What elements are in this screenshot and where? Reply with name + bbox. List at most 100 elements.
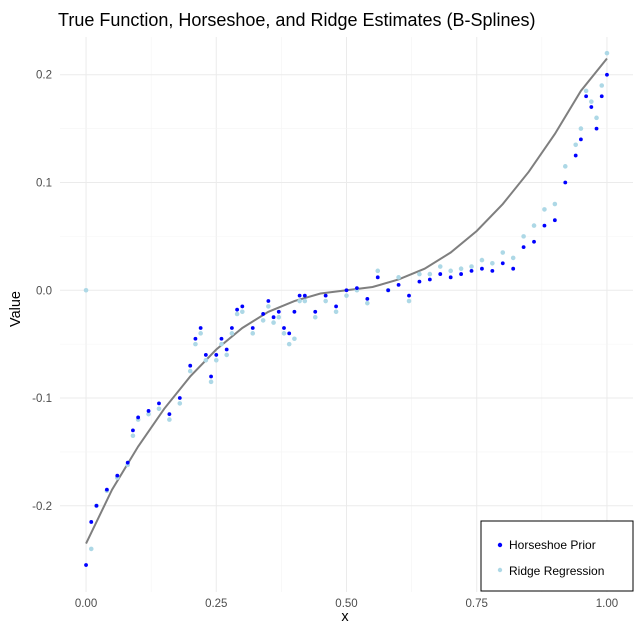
horseshoe-point bbox=[94, 503, 99, 508]
ridge-point bbox=[130, 433, 136, 439]
ridge-point bbox=[266, 304, 271, 309]
x-tick-label: 1.00 bbox=[596, 598, 618, 610]
ridge-point bbox=[224, 352, 229, 358]
ridge-point bbox=[521, 234, 526, 239]
horseshoe-point bbox=[589, 105, 594, 109]
horseshoe-point bbox=[235, 307, 240, 312]
y-tick-labels: -0.2 -0.1 0.0 0.1 0.2 bbox=[32, 70, 52, 513]
horseshoe-point bbox=[313, 309, 318, 314]
ridge-point bbox=[552, 201, 558, 207]
horseshoe-point bbox=[532, 239, 536, 244]
ridge-point bbox=[193, 341, 198, 347]
ridge-point bbox=[240, 309, 245, 315]
ridge-point bbox=[302, 298, 308, 304]
horseshoe-point bbox=[292, 309, 297, 314]
ridge-point bbox=[146, 411, 151, 417]
horseshoe-point bbox=[480, 266, 484, 271]
y-tick-label: -0.2 bbox=[32, 501, 52, 513]
horseshoe-point bbox=[448, 275, 453, 280]
ridge-point bbox=[198, 331, 203, 336]
x-axis-title: x bbox=[341, 609, 349, 625]
horseshoe-point bbox=[469, 268, 474, 273]
horseshoe-point bbox=[177, 396, 182, 400]
horseshoe-point bbox=[323, 293, 328, 298]
ridge-point bbox=[250, 331, 256, 336]
ridge-point bbox=[297, 298, 302, 304]
horseshoe-point bbox=[334, 304, 338, 309]
horseshoe-point bbox=[563, 180, 568, 185]
horseshoe-point bbox=[365, 296, 370, 301]
horseshoe-point bbox=[521, 245, 526, 250]
horseshoe-point bbox=[214, 353, 219, 357]
horseshoe-point bbox=[282, 326, 286, 330]
ridge-point bbox=[167, 417, 172, 422]
horseshoe-point bbox=[584, 94, 589, 99]
legend-horseshoe-label: Horseshoe Prior bbox=[509, 538, 596, 552]
horseshoe-point bbox=[136, 415, 141, 420]
ridge-point bbox=[286, 341, 292, 347]
legend-horseshoe-key bbox=[497, 542, 503, 548]
horseshoe-point bbox=[104, 487, 109, 492]
horseshoe-point bbox=[266, 299, 271, 303]
ridge-point bbox=[427, 271, 433, 277]
horseshoe-point bbox=[276, 309, 281, 314]
horseshoe-point bbox=[407, 293, 411, 298]
horseshoe-point bbox=[271, 315, 276, 320]
horseshoe-point bbox=[490, 268, 495, 273]
ridge-point bbox=[458, 266, 464, 271]
horseshoe-point bbox=[459, 272, 463, 276]
ridge-point bbox=[177, 401, 183, 406]
x-tick-labels: 0.00 0.25 0.50 0.75 1.00 bbox=[75, 598, 618, 610]
ridge-point bbox=[573, 142, 578, 148]
ridge-point bbox=[594, 115, 599, 121]
horseshoe-point bbox=[573, 153, 578, 158]
ridge-point bbox=[437, 264, 443, 269]
y-axis-title: Value bbox=[8, 291, 24, 327]
ridge-point bbox=[589, 99, 594, 104]
ridge-point bbox=[469, 264, 474, 269]
ridge-point bbox=[604, 50, 610, 56]
ridge-point bbox=[531, 223, 537, 228]
ridge-point bbox=[260, 318, 266, 323]
ridge-point bbox=[208, 379, 214, 385]
ridge-point bbox=[562, 164, 568, 169]
legend-ridge-key bbox=[497, 567, 503, 573]
ridge-point bbox=[83, 287, 89, 293]
ridge-point bbox=[312, 314, 318, 320]
horseshoe-point bbox=[297, 293, 302, 298]
horseshoe-point bbox=[552, 218, 557, 223]
ridge-point bbox=[323, 298, 328, 304]
grid-lines bbox=[60, 37, 633, 592]
horseshoe-point bbox=[84, 563, 88, 567]
ridge-point bbox=[510, 255, 516, 261]
horseshoe-point bbox=[125, 460, 130, 465]
horseshoe-point bbox=[193, 336, 198, 341]
ridge-point bbox=[333, 309, 339, 315]
ridge-point bbox=[417, 271, 422, 277]
ridge-point bbox=[234, 311, 240, 317]
ridge-point bbox=[375, 268, 381, 274]
ridge-point bbox=[396, 275, 401, 280]
horseshoe-point bbox=[167, 412, 172, 417]
horseshoe-point bbox=[203, 353, 208, 357]
ridge-point bbox=[292, 336, 297, 342]
horseshoe-point bbox=[261, 312, 266, 316]
horseshoe-point bbox=[427, 277, 432, 282]
horseshoe-point bbox=[605, 72, 609, 77]
horseshoe-point bbox=[131, 428, 135, 433]
ridge-point bbox=[365, 300, 370, 306]
horseshoe-point bbox=[250, 326, 255, 330]
horseshoe-point bbox=[599, 94, 604, 99]
horseshoe-point bbox=[386, 288, 391, 293]
horseshoe-point bbox=[344, 288, 349, 293]
horseshoe-point bbox=[219, 336, 224, 341]
horseshoe-point bbox=[157, 401, 161, 406]
ridge-point bbox=[276, 314, 282, 320]
ridge-point bbox=[281, 331, 287, 336]
ridge-point bbox=[406, 298, 412, 304]
horseshoe-point bbox=[500, 261, 505, 266]
chart-title: True Function, Horseshoe, and Ridge Esti… bbox=[58, 10, 536, 30]
x-tick-label: 0.75 bbox=[466, 598, 488, 610]
